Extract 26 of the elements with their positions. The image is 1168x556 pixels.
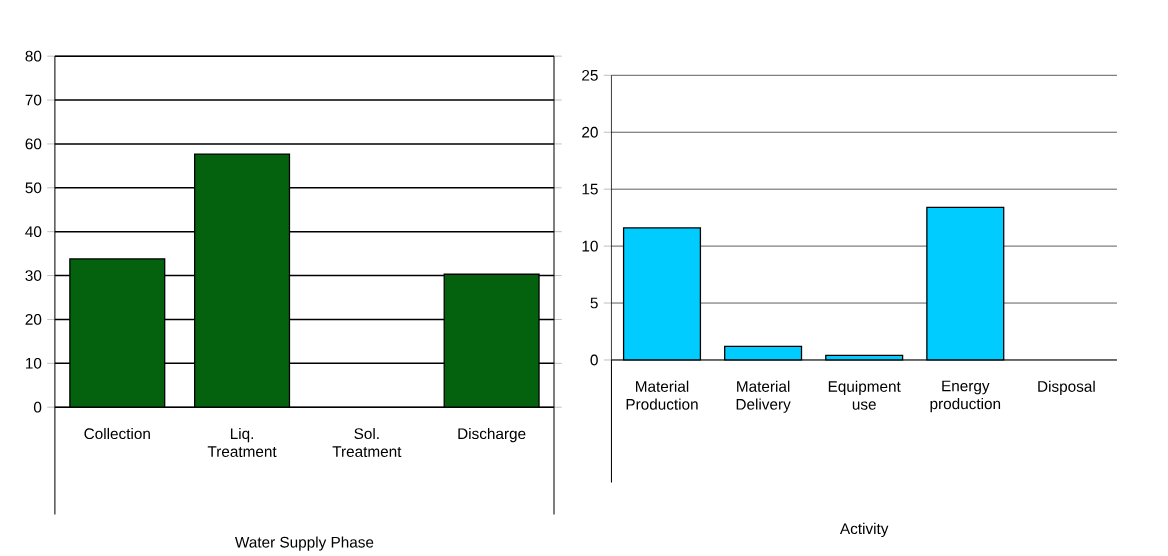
x-tick-label: Material Delivery — [736, 380, 791, 413]
x-tick-label: Collection — [84, 428, 150, 440]
x-tick-label: Disposal — [1038, 380, 1095, 396]
y-tick-label: 40 — [25, 226, 42, 238]
x-axis-title: Water Supply Phase — [234, 536, 374, 551]
y-tick-label: 50 — [25, 182, 42, 194]
y-tick-label: 30 — [25, 270, 42, 282]
y-tick-label: 5 — [590, 297, 598, 309]
x-tick-label: Discharge — [458, 428, 526, 443]
y-tick-label: 15 — [582, 183, 598, 195]
x-tick-label: Energy production — [930, 380, 1001, 413]
y-tick-label: 0 — [33, 401, 42, 413]
y-tick-label: 80 — [25, 50, 42, 62]
y-tick-label: 10 — [26, 358, 42, 369]
y-tick-label: 20 — [582, 126, 598, 138]
x-tick-label: Equipment use — [828, 380, 901, 410]
y-tick-label: 70 — [25, 94, 42, 106]
y-tick-label: 10 — [582, 240, 598, 252]
x-tick-label: Material Production — [626, 380, 698, 410]
y-tick-label: 0 — [590, 354, 598, 366]
y-tick-label: 20 — [25, 314, 42, 325]
y-tick-label: 25 — [582, 70, 598, 81]
x-tick-label: Liq. Treatment — [207, 428, 277, 458]
x-axis-title: Activity — [839, 522, 889, 538]
y-tick-label: 60 — [25, 138, 42, 150]
x-tick-label: Sol. Treatment — [332, 428, 402, 458]
